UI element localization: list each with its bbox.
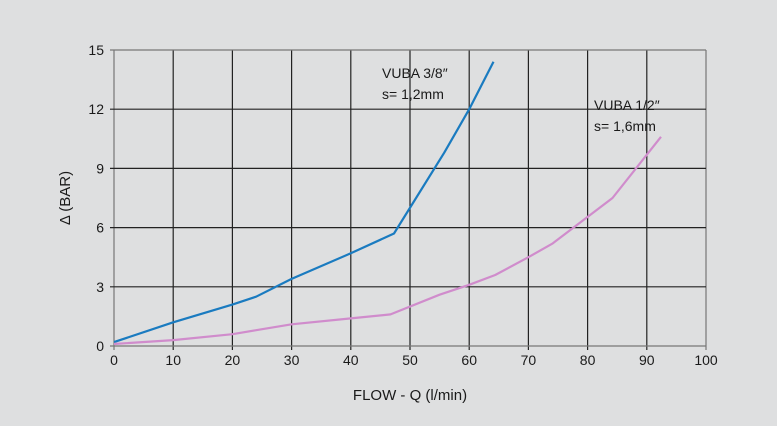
y-tick-label: 6 xyxy=(96,220,104,236)
x-tick-label: 0 xyxy=(110,352,118,368)
series-line-0 xyxy=(113,61,495,344)
y-tick-label: 9 xyxy=(96,160,104,176)
series-note-vuba-3-8: s= 1,2mm xyxy=(382,86,444,102)
x-tick-label: 90 xyxy=(639,352,655,368)
series-line-1 xyxy=(113,136,662,346)
y-tick-label: 3 xyxy=(96,279,104,295)
x-tick-label: 100 xyxy=(694,352,718,368)
series-lines xyxy=(113,61,662,346)
grid xyxy=(110,49,707,350)
series-label-vuba-3-8: VUBA 3/8″ xyxy=(382,65,448,81)
y-axis-label: Δ (BAR) xyxy=(57,171,74,225)
x-tick-label: 40 xyxy=(343,352,359,368)
x-axis-label: FLOW - Q (l/min) xyxy=(353,387,467,404)
x-tick-label: 60 xyxy=(461,352,477,368)
series-note-vuba-1-2: s= 1,6mm xyxy=(594,118,656,134)
x-tick-label: 70 xyxy=(521,352,537,368)
x-tick-labels: 0 10 20 30 40 50 60 70 80 90 100 xyxy=(110,352,718,368)
y-tick-label: 15 xyxy=(88,42,104,58)
x-tick-label: 80 xyxy=(580,352,596,368)
y-tick-labels: 0 3 6 9 12 15 xyxy=(88,42,104,354)
x-tick-label: 30 xyxy=(284,352,300,368)
x-tick-label: 20 xyxy=(225,352,241,368)
x-tick-label: 50 xyxy=(402,352,418,368)
x-tick-label: 10 xyxy=(165,352,181,368)
series-label-vuba-1-2: VUBA 1/2″ xyxy=(594,97,660,113)
y-tick-label: 12 xyxy=(88,101,104,117)
y-tick-label: 0 xyxy=(96,338,104,354)
